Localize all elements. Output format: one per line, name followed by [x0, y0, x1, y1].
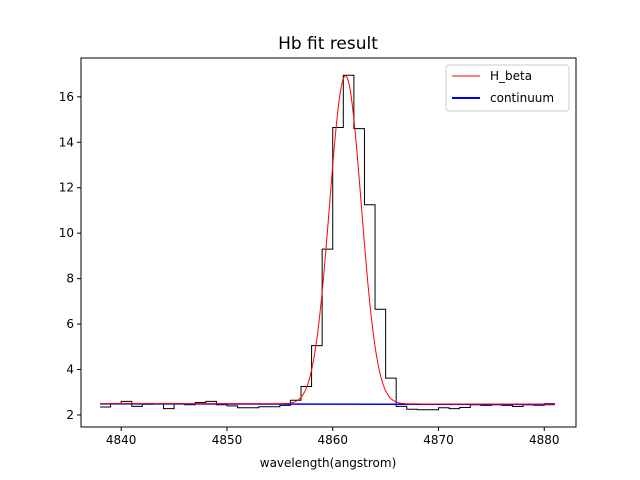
- x-axis: 4840 4850 4860 4870 4880: [106, 427, 560, 447]
- x-tick-label: 4840: [106, 433, 137, 447]
- legend-label-continuum: continuum: [490, 91, 554, 105]
- h-beta-fit-line: [100, 74, 555, 405]
- x-tick-label: 4880: [529, 433, 560, 447]
- x-axis-label: wavelength(angstrom): [260, 456, 397, 470]
- y-tick-label: 4: [66, 363, 74, 377]
- y-tick-label: 14: [59, 135, 74, 149]
- y-tick-label: 16: [59, 90, 74, 104]
- legend: H_beta continuum: [445, 64, 570, 112]
- y-tick-label: 6: [66, 317, 74, 331]
- y-tick-label: 12: [59, 181, 74, 195]
- plot-area: [100, 74, 555, 411]
- axes-frame: [80, 57, 577, 428]
- y-tick-label: 10: [59, 226, 74, 240]
- x-tick-label: 4850: [212, 433, 243, 447]
- x-tick-label: 4870: [423, 433, 454, 447]
- y-tick-label: 8: [66, 272, 74, 286]
- y-tick-label: 2: [66, 408, 74, 422]
- x-tick-label: 4860: [317, 433, 348, 447]
- chart-title: Hb fit result: [278, 34, 378, 54]
- y-axis: 2 4 6 8 10 12 14 16: [59, 90, 81, 422]
- legend-label-h-beta: H_beta: [490, 69, 532, 83]
